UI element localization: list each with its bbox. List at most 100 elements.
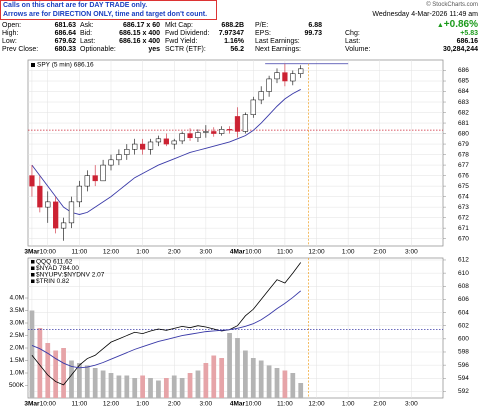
volume-bar [53, 350, 59, 398]
volume-bar [227, 333, 232, 398]
copyright: © StockCharts.com [426, 2, 478, 8]
y-tick-label: 592 [458, 388, 469, 395]
panel [27, 59, 444, 247]
x-tick-label: 1:00 [342, 249, 355, 256]
legend-swatch [31, 266, 35, 270]
x-tick-label: 1:00 [136, 249, 149, 256]
notice-box: Calls on this chart are for DAY TRADE on… [0, 0, 217, 20]
volume-bar [108, 373, 114, 398]
field-value: 56.2 [230, 46, 244, 53]
candle-body [45, 201, 51, 208]
y-tick-label: 671 [458, 225, 469, 232]
candle-body [37, 185, 43, 208]
volume-bar [290, 373, 296, 398]
candle-body [298, 68, 304, 74]
candle-body [53, 201, 59, 229]
field-value: 1.16% [224, 38, 244, 45]
volume-bar [266, 365, 272, 398]
x-tick-label: 12:00 [308, 249, 325, 256]
legend: $NYAD 784.00 [36, 265, 79, 272]
y-tick-label: 677 [458, 162, 469, 169]
y-tick-label: 672 [458, 214, 469, 221]
field-label: Fwd Yield: [165, 38, 198, 45]
candle-body [84, 175, 90, 187]
volume-bar [203, 363, 209, 398]
candle-body [258, 91, 264, 101]
volume-bar [243, 350, 248, 398]
x-tick-label: 3:00 [200, 401, 213, 406]
field-value: +5.83 [460, 30, 478, 37]
candle-body [124, 149, 130, 155]
candle-body [274, 72, 280, 80]
y-tick-label: 679 [458, 141, 469, 148]
x-tick-label: 4Mar [230, 401, 246, 406]
volume-bar [258, 360, 264, 398]
candle-body [29, 175, 35, 187]
y2-tick-label: 2.5M [10, 332, 24, 339]
candle-body [219, 129, 225, 134]
y-tick-label: 606 [458, 296, 469, 303]
x-tick-label: 2:00 [168, 401, 181, 406]
y-tick-label: 684 [458, 88, 469, 95]
x-tick-label: 10:00 [245, 249, 262, 256]
volume-bar [195, 370, 201, 398]
volume-bar [37, 328, 43, 398]
field-value: 6.88 [308, 22, 322, 29]
x-tick-label: 2:00 [373, 249, 386, 256]
volume-bar [69, 360, 74, 398]
volume-bar [92, 368, 98, 398]
volume-bar [163, 378, 169, 398]
y-tick-label: 681 [458, 120, 469, 127]
y-tick-label: 682 [458, 109, 469, 116]
x-tick-label: 12:00 [103, 401, 120, 406]
volume-bar [274, 368, 280, 398]
field-label: Fwd Dividend: [165, 30, 210, 37]
y-tick-label: 596 [458, 362, 469, 369]
y-tick-label: 602 [458, 322, 469, 329]
volume-bar [116, 375, 122, 398]
x-tick-label: 11:00 [277, 401, 293, 406]
field-value: yes [148, 46, 160, 53]
y-tick-label: 680 [458, 130, 469, 137]
volume-bar [61, 348, 66, 398]
pct-change-value: +0.86% [443, 19, 478, 30]
field-label: Ask: [80, 22, 94, 29]
candle-body [60, 222, 67, 229]
x-tick-label: 10:00 [245, 401, 262, 406]
field-label: SCTR (ETF): [165, 46, 206, 53]
volume-bar [45, 343, 51, 398]
x-tick-label: 3Mar [24, 401, 40, 406]
y-tick-label: 610 [458, 270, 469, 277]
field-label: Open: [2, 22, 22, 29]
candle-body [195, 132, 201, 139]
candle-body [179, 133, 185, 142]
notice-line: Arrows are for DIRECTION ONLY, time and … [3, 11, 208, 18]
x-tick-label: 12:00 [103, 249, 120, 256]
y-tick-label: 683 [458, 99, 469, 106]
field-value: 686.16 [456, 38, 478, 45]
legend: $TRIN 0.82 [36, 278, 70, 285]
candle-body [116, 154, 122, 161]
y-tick-label: 598 [458, 349, 469, 356]
field-label: High: [2, 30, 19, 37]
x-tick-label: 3:00 [405, 401, 418, 406]
volume-bar [179, 378, 185, 398]
y-tick-label: 673 [458, 204, 469, 211]
volume-bar [29, 310, 35, 398]
x-tick-label: 4Mar [230, 249, 246, 256]
y2-tick-label: 3.5M [10, 307, 24, 314]
x-tick-label: 2:00 [168, 249, 181, 256]
volume-bar [298, 383, 304, 398]
x-tick-label: 1:00 [342, 401, 355, 406]
candle-body [226, 129, 233, 131]
pct-change: ▲+0.86% [437, 19, 478, 31]
legend: SPY (5 min) 686.16 [37, 62, 94, 69]
y2-tick-label: 2.0M [10, 345, 24, 352]
y-tick-label: 600 [458, 336, 469, 343]
volume-bar [211, 355, 217, 398]
field-label: Optionable: [80, 46, 116, 53]
legend: $NYUPV:$NYDNV 2.07 [36, 272, 105, 279]
field-value: 686.17 x 60 [123, 22, 160, 29]
x-tick-label: 10:00 [40, 249, 57, 256]
